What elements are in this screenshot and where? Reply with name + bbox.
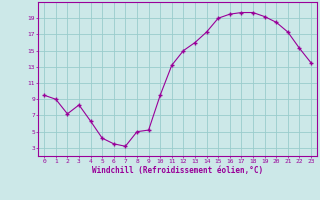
X-axis label: Windchill (Refroidissement éolien,°C): Windchill (Refroidissement éolien,°C) [92,166,263,175]
